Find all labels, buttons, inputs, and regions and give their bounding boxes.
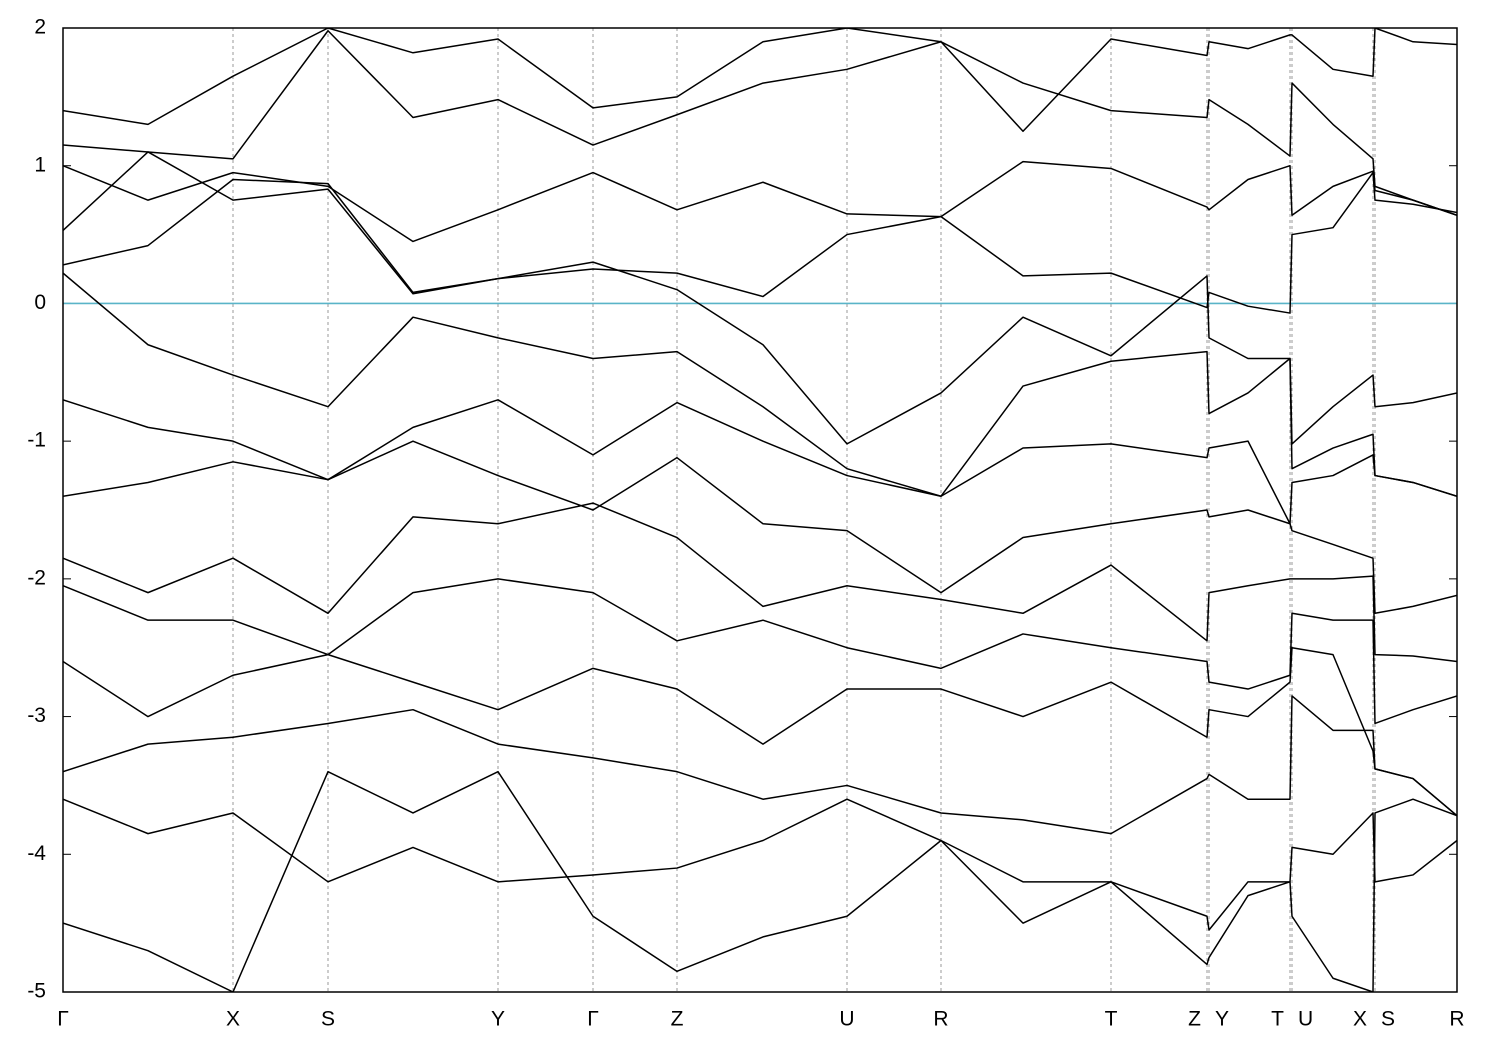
x-tick-label: R — [933, 1008, 948, 1031]
band — [63, 578, 1457, 725]
band-layer — [63, 28, 1457, 992]
x-tick-label: R — [1449, 1008, 1464, 1031]
band — [63, 502, 1457, 663]
y-tick-label: 0 — [34, 291, 46, 314]
x-tick-label: Z — [1188, 1008, 1201, 1031]
band — [63, 440, 1457, 615]
x-tick-label: Γ — [587, 1008, 599, 1031]
x-tick-label: S — [1381, 1008, 1395, 1031]
x-tick-label: Y — [491, 1008, 505, 1031]
x-tick-label: S — [321, 1008, 335, 1031]
x-tick-label: U — [1298, 1008, 1313, 1031]
x-tick-label: Z — [671, 1008, 684, 1031]
plot-frame — [62, 27, 1458, 993]
band — [63, 151, 1457, 314]
x-tick-label: X — [226, 1008, 240, 1031]
band — [63, 695, 1457, 835]
band — [63, 399, 1457, 525]
y-tick-label: 1 — [34, 153, 46, 176]
x-tick-label: Y — [1215, 1008, 1229, 1031]
band — [63, 272, 1457, 497]
band — [63, 798, 1457, 931]
x-tick-label: T — [1271, 1008, 1284, 1031]
x-tick-label: U — [839, 1008, 854, 1031]
band — [63, 646, 1457, 817]
x-tick-label: T — [1105, 1008, 1118, 1031]
y-tick-label: 2 — [34, 16, 46, 39]
band — [63, 178, 1457, 445]
x-tick-label: X — [1353, 1008, 1367, 1031]
y-tick-label: -2 — [27, 566, 46, 589]
band — [63, 160, 1457, 243]
band — [63, 30, 1457, 216]
y-tick-label: -3 — [27, 704, 46, 727]
x-tick-label: Γ — [57, 1008, 69, 1031]
y-tick-label: -5 — [27, 980, 46, 1003]
band — [63, 28, 1457, 133]
y-tick-label: -1 — [27, 429, 46, 452]
band — [63, 770, 1457, 992]
y-tick-label: -4 — [27, 842, 46, 865]
